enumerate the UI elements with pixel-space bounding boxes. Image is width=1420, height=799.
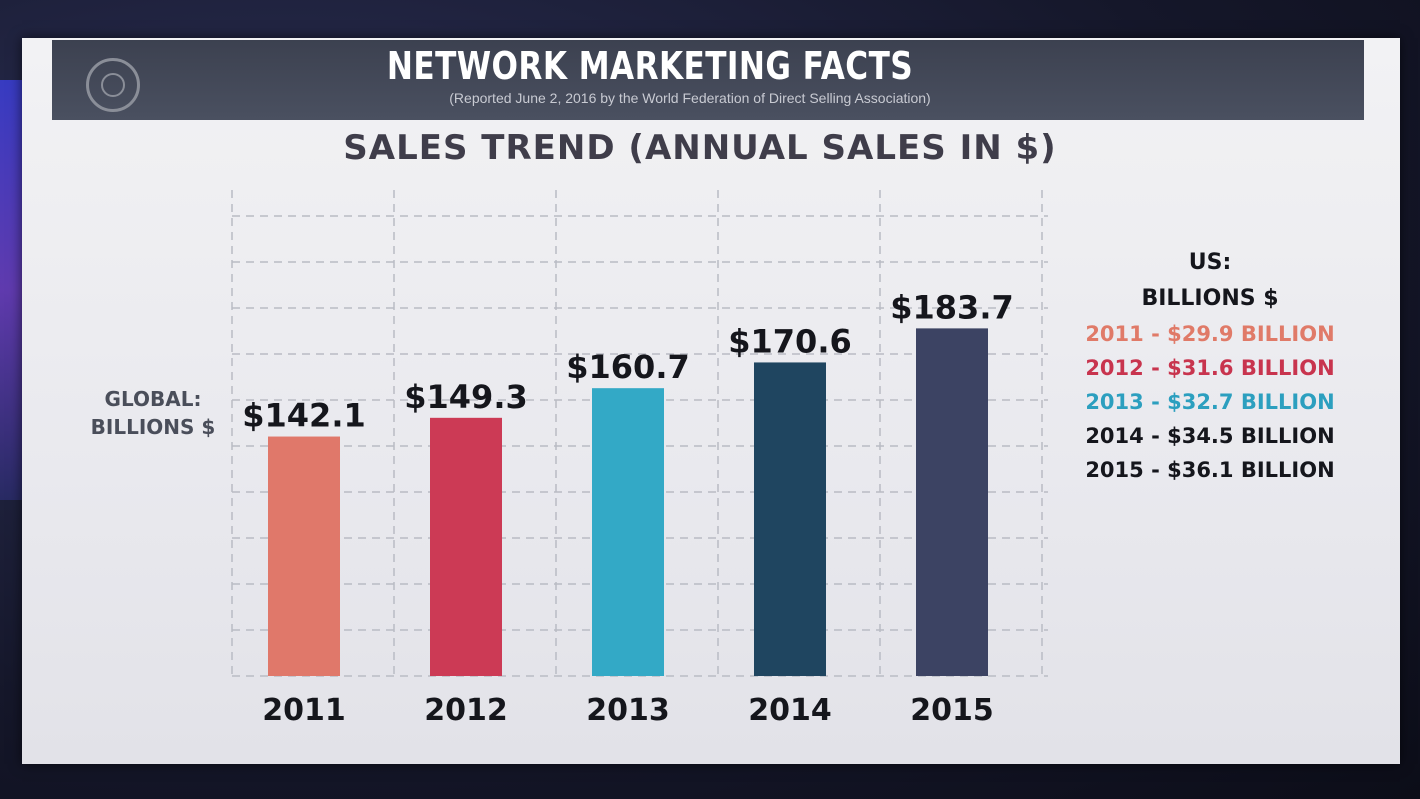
x-tick-label-2015: 2015 xyxy=(910,693,994,728)
value-label-2011: $142.1 xyxy=(242,397,365,435)
bar-2015 xyxy=(916,328,988,676)
legend-item: 2013 - $32.7 BILLION xyxy=(1085,390,1335,414)
chart-title: SALES TREND (ANNUAL SALES IN $) xyxy=(343,128,1057,168)
bar-2013 xyxy=(592,388,664,676)
y-axis-label: GLOBAL: BILLIONS $ xyxy=(78,385,228,441)
x-tick-label-2013: 2013 xyxy=(586,693,670,728)
slide-title: NETWORK MARKETING FACTS xyxy=(386,44,914,88)
x-tick-label-2011: 2011 xyxy=(262,693,346,728)
y-axis-label-line1: GLOBAL: xyxy=(104,387,202,411)
chart-bars xyxy=(268,328,988,676)
x-tick-label-2014: 2014 xyxy=(748,693,832,728)
value-label-2013: $160.7 xyxy=(566,348,689,386)
projection-screen xyxy=(22,38,1400,764)
legend-heading-line1: US: xyxy=(1188,250,1232,275)
legend-item: 2011 - $29.9 BILLION xyxy=(1085,322,1335,346)
value-label-2014: $170.6 xyxy=(728,322,851,360)
legend-item: 2014 - $34.5 BILLION xyxy=(1085,424,1335,448)
bar-2011 xyxy=(268,436,340,676)
legend-item: 2015 - $36.1 BILLION xyxy=(1085,458,1335,482)
legend-heading-line2: BILLIONS $ xyxy=(1141,286,1279,311)
source-note: (Reported June 2, 2016 by the World Fede… xyxy=(449,90,931,106)
legend-items: 2011 - $29.9 BILLION 2012 - $31.6 BILLION… xyxy=(1050,317,1370,487)
header-band xyxy=(52,40,1364,120)
x-tick-label-2012: 2012 xyxy=(424,693,508,728)
value-label-2015: $183.7 xyxy=(890,288,1013,326)
us-sales-legend: US: BILLIONS $ 2011 - $29.9 BILLION 2012 … xyxy=(1050,245,1370,487)
y-axis-label-line2: BILLIONS $ xyxy=(90,415,216,439)
chart-value-labels: $142.1 $149.3 $160.7 $170.6 $183.7 xyxy=(242,288,1013,434)
logo-icon xyxy=(86,58,140,112)
chart-x-labels: 2011 2012 2013 2014 2015 xyxy=(262,693,994,728)
bar-2012 xyxy=(430,417,502,676)
value-label-2012: $149.3 xyxy=(404,378,527,416)
legend-item: 2012 - $31.6 BILLION xyxy=(1085,356,1335,380)
bar-2014 xyxy=(754,362,826,676)
